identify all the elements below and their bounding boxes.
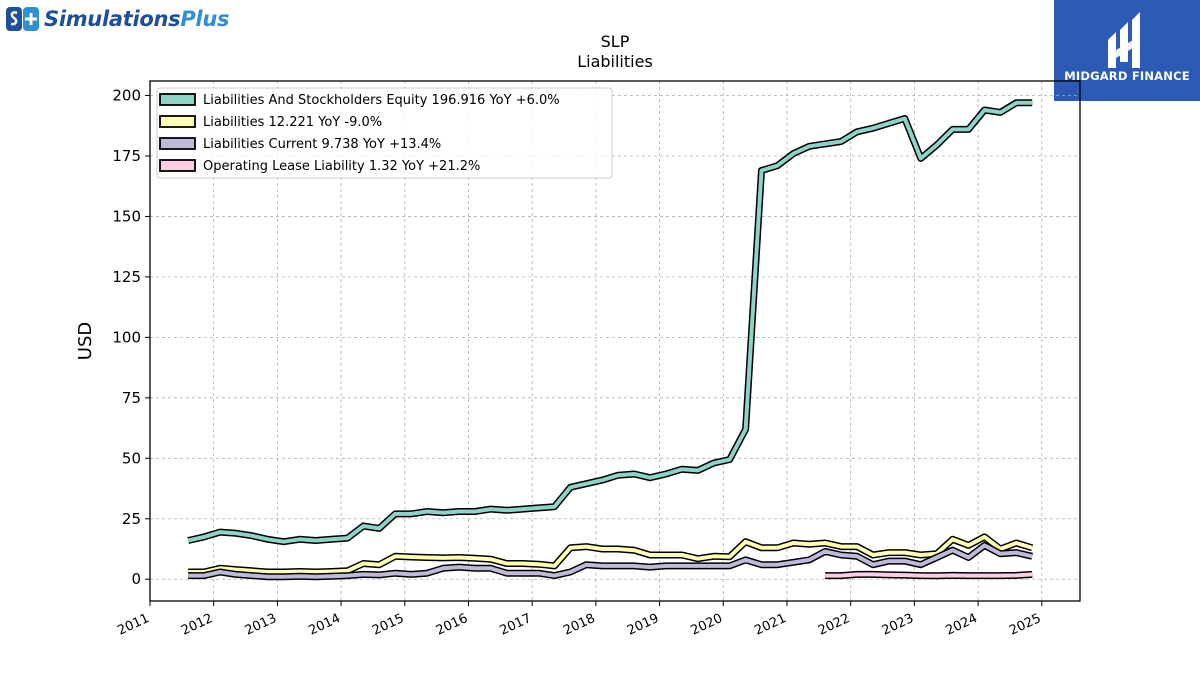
y-tick-label: 150	[112, 207, 141, 225]
x-tick-label: 2024	[943, 611, 979, 639]
legend-swatch	[159, 93, 196, 106]
series-line	[188, 534, 1033, 574]
brand-name: MIDGARD FINANCE	[1064, 69, 1190, 83]
series-line	[825, 572, 1033, 578]
x-tick-label: 2016	[434, 611, 470, 639]
x-tick-label: 2025	[1007, 611, 1043, 639]
x-tick-label: 2019	[625, 611, 661, 639]
legend: Liabilities And Stockholders Equity 196.…	[156, 87, 613, 179]
legend-entry: Liabilities Current 9.738 YoY +13.4%	[203, 137, 441, 152]
x-tick-label: 2020	[689, 611, 725, 639]
series-line	[187, 100, 1033, 544]
series-layer	[187, 99, 1034, 581]
y-tick-label: 100	[112, 328, 141, 346]
y-tick-label: 50	[122, 449, 141, 467]
x-axis: 2011 2012 2013 2014 2015 2016 2017 2018 2019 2020…	[115, 601, 1043, 639]
midgard-finance-logo-icon	[1108, 12, 1140, 68]
logo-text-main: Simulations	[44, 7, 181, 31]
y-tick-label: 75	[122, 389, 141, 407]
legend-swatch	[159, 159, 196, 172]
x-tick-label: 2011	[115, 611, 151, 639]
x-tick-label: 2018	[561, 611, 597, 639]
simulationsplus-logo-mark-icon	[6, 7, 39, 31]
legend-swatch	[159, 137, 196, 150]
x-tick-label: 2015	[370, 611, 406, 639]
simulationsplus-logo: SimulationsPlus	[6, 6, 229, 32]
x-tick-label: 2013	[243, 611, 279, 639]
legend-swatch	[159, 115, 196, 128]
y-tick-label: 25	[122, 510, 141, 528]
simulationsplus-logo-text: SimulationsPlus	[44, 7, 229, 31]
y-axis: 0 25 50 75 100 125 150 175 200	[112, 87, 150, 588]
y-axis-label: USD	[75, 322, 96, 360]
x-tick-label: 2014	[306, 611, 342, 639]
x-tick-label: 2023	[880, 611, 916, 639]
legend-entry: Liabilities And Stockholders Equity 196.…	[203, 93, 560, 108]
logo-text-accent: Plus	[180, 7, 230, 31]
legend-entry: Operating Lease Liability 1.32 YoY +21.2…	[203, 159, 480, 174]
y-tick-label: 125	[112, 268, 141, 286]
y-tick-label: 200	[112, 87, 141, 105]
legend-frame	[156, 87, 613, 179]
plot-area-frame	[149, 80, 1081, 602]
y-tick-label: 175	[112, 147, 141, 165]
x-tick-label: 2017	[498, 611, 534, 639]
y-tick-label: 0	[131, 570, 141, 588]
chart-subtitle: Liabilities	[577, 52, 653, 71]
x-tick-label: 2022	[816, 611, 852, 639]
x-tick-label: 2012	[179, 611, 215, 639]
x-tick-label: 2021	[752, 611, 788, 639]
legend-entry: Liabilities 12.221 YoY -9.0%	[203, 115, 382, 130]
chart-title: SLP	[601, 32, 630, 51]
midgard-finance-badge: MIDGARD FINANCE	[1054, 0, 1200, 101]
series-line	[188, 543, 1033, 579]
